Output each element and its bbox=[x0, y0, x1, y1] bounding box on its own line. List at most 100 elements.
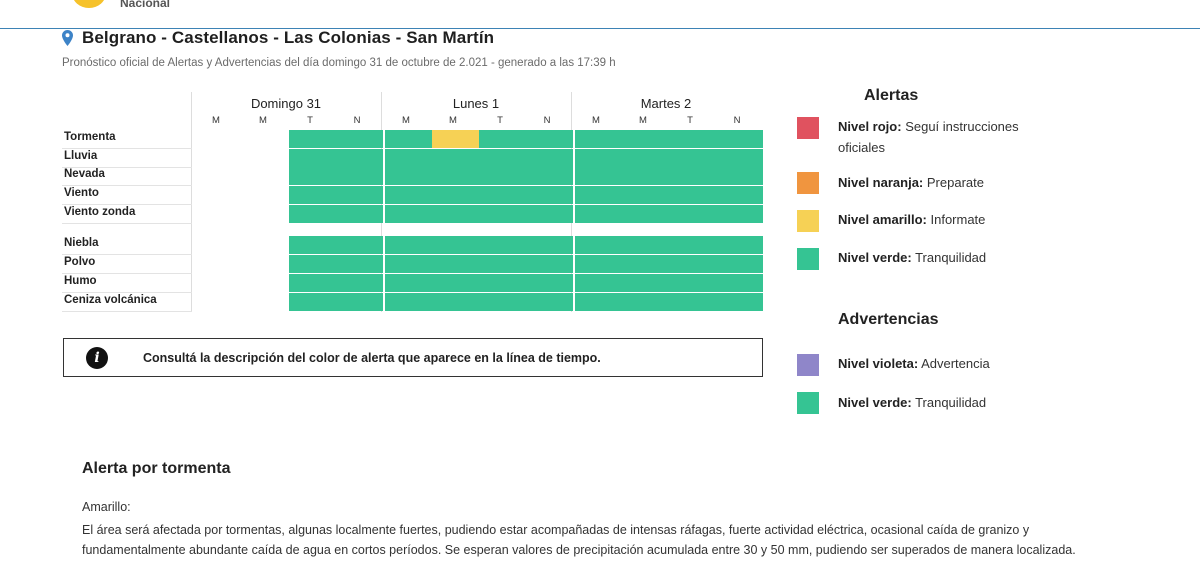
timeline-cell[interactable] bbox=[575, 293, 622, 311]
timeline-cell[interactable] bbox=[479, 274, 526, 292]
timeline-cell[interactable] bbox=[479, 293, 526, 311]
timeline-cell[interactable] bbox=[575, 149, 622, 167]
slot-header: N bbox=[733, 115, 741, 126]
timeline-cell[interactable] bbox=[432, 149, 479, 167]
timeline-cell[interactable] bbox=[432, 186, 479, 204]
timeline-cell[interactable] bbox=[526, 167, 573, 185]
timeline-cell[interactable] bbox=[669, 186, 716, 204]
timeline-cell[interactable] bbox=[336, 255, 383, 273]
timeline-cell[interactable] bbox=[432, 274, 479, 292]
timeline-cell[interactable] bbox=[289, 167, 336, 185]
timeline-cell[interactable] bbox=[622, 186, 669, 204]
timeline-cell[interactable] bbox=[289, 293, 336, 311]
timeline-cell[interactable] bbox=[289, 274, 336, 292]
timeline-cell[interactable] bbox=[336, 293, 383, 311]
slot-header: M bbox=[212, 115, 220, 126]
timeline-cell[interactable] bbox=[669, 205, 716, 223]
timeline-cell[interactable] bbox=[385, 205, 432, 223]
legend-swatch bbox=[797, 354, 819, 376]
timeline-cell[interactable] bbox=[385, 236, 432, 254]
timeline-cell[interactable] bbox=[669, 293, 716, 311]
timeline-cell[interactable] bbox=[289, 186, 336, 204]
timeline-cell[interactable] bbox=[716, 236, 763, 254]
timeline-cell[interactable] bbox=[479, 255, 526, 273]
timeline-cell[interactable] bbox=[669, 255, 716, 273]
timeline-cell[interactable] bbox=[526, 293, 573, 311]
timeline-cell[interactable] bbox=[575, 167, 622, 185]
timeline-cell[interactable] bbox=[479, 205, 526, 223]
timeline-cell[interactable] bbox=[716, 167, 763, 185]
timeline-cell[interactable] bbox=[479, 167, 526, 185]
timeline-cell[interactable] bbox=[385, 167, 432, 185]
timeline-cell[interactable] bbox=[716, 255, 763, 273]
timeline-cell[interactable] bbox=[622, 149, 669, 167]
timeline-cell[interactable] bbox=[289, 205, 336, 223]
timeline-cell[interactable] bbox=[385, 293, 432, 311]
legend-item-text: Nivel amarillo: Informate bbox=[838, 212, 986, 227]
row-separator bbox=[62, 204, 192, 205]
timeline-cell[interactable] bbox=[575, 205, 622, 223]
timeline-cell[interactable] bbox=[432, 293, 479, 311]
top-bar: Nacional bbox=[0, 0, 1200, 29]
timeline-cell[interactable] bbox=[432, 236, 479, 254]
timeline-cell[interactable] bbox=[289, 255, 336, 273]
timeline-cell[interactable] bbox=[479, 186, 526, 204]
timeline-cell[interactable] bbox=[575, 274, 622, 292]
timeline-cell[interactable] bbox=[479, 236, 526, 254]
timeline-cell[interactable] bbox=[432, 205, 479, 223]
timeline-cell[interactable] bbox=[622, 236, 669, 254]
timeline-cell[interactable] bbox=[622, 274, 669, 292]
timeline-cell[interactable] bbox=[716, 149, 763, 167]
timeline-cell[interactable] bbox=[289, 149, 336, 167]
legend-level-name: Nivel verde: bbox=[838, 395, 912, 410]
timeline-cell[interactable] bbox=[336, 186, 383, 204]
timeline-cell[interactable] bbox=[385, 186, 432, 204]
timeline-cell[interactable] bbox=[526, 149, 573, 167]
timeline-cell[interactable] bbox=[526, 255, 573, 273]
timeline-cell[interactable] bbox=[432, 167, 479, 185]
timeline-cell[interactable] bbox=[716, 274, 763, 292]
slot-header: T bbox=[497, 115, 503, 126]
timeline-cell[interactable] bbox=[716, 293, 763, 311]
timeline-cell[interactable] bbox=[575, 130, 622, 148]
timeline-cell[interactable] bbox=[669, 130, 716, 148]
timeline-cell[interactable] bbox=[479, 149, 526, 167]
timeline-cell[interactable] bbox=[526, 236, 573, 254]
timeline-cell[interactable] bbox=[526, 205, 573, 223]
timeline-cell[interactable] bbox=[289, 130, 336, 148]
timeline-cell[interactable] bbox=[575, 255, 622, 273]
timeline-cell[interactable] bbox=[336, 236, 383, 254]
timeline-cell[interactable] bbox=[669, 149, 716, 167]
timeline-cell[interactable] bbox=[716, 130, 763, 148]
timeline-cell[interactable] bbox=[336, 167, 383, 185]
timeline-cell[interactable] bbox=[622, 130, 669, 148]
timeline-cell[interactable] bbox=[432, 255, 479, 273]
timeline-cell[interactable] bbox=[336, 274, 383, 292]
timeline-cell[interactable] bbox=[669, 236, 716, 254]
timeline-cell[interactable] bbox=[526, 274, 573, 292]
timeline-cell[interactable] bbox=[336, 205, 383, 223]
timeline-cell[interactable] bbox=[385, 274, 432, 292]
timeline-cell[interactable] bbox=[526, 186, 573, 204]
timeline-cell[interactable] bbox=[575, 236, 622, 254]
timeline-cell[interactable] bbox=[669, 274, 716, 292]
smn-logo-icon[interactable] bbox=[72, 0, 106, 8]
timeline-cell[interactable] bbox=[622, 255, 669, 273]
timeline-cell[interactable] bbox=[432, 130, 479, 148]
timeline-cell[interactable] bbox=[669, 167, 716, 185]
timeline-cell[interactable] bbox=[622, 167, 669, 185]
timeline-cell[interactable] bbox=[385, 149, 432, 167]
timeline-cell[interactable] bbox=[385, 130, 432, 148]
timeline-cell[interactable] bbox=[526, 130, 573, 148]
timeline-cell[interactable] bbox=[479, 130, 526, 148]
timeline-cell[interactable] bbox=[336, 130, 383, 148]
timeline-cell[interactable] bbox=[716, 186, 763, 204]
timeline-cell[interactable] bbox=[622, 293, 669, 311]
timeline-cell[interactable] bbox=[336, 149, 383, 167]
timeline-cell[interactable] bbox=[622, 205, 669, 223]
timeline-cell[interactable] bbox=[289, 236, 336, 254]
slot-header: T bbox=[307, 115, 313, 126]
timeline-cell[interactable] bbox=[385, 255, 432, 273]
timeline-cell[interactable] bbox=[716, 205, 763, 223]
timeline-cell[interactable] bbox=[575, 186, 622, 204]
